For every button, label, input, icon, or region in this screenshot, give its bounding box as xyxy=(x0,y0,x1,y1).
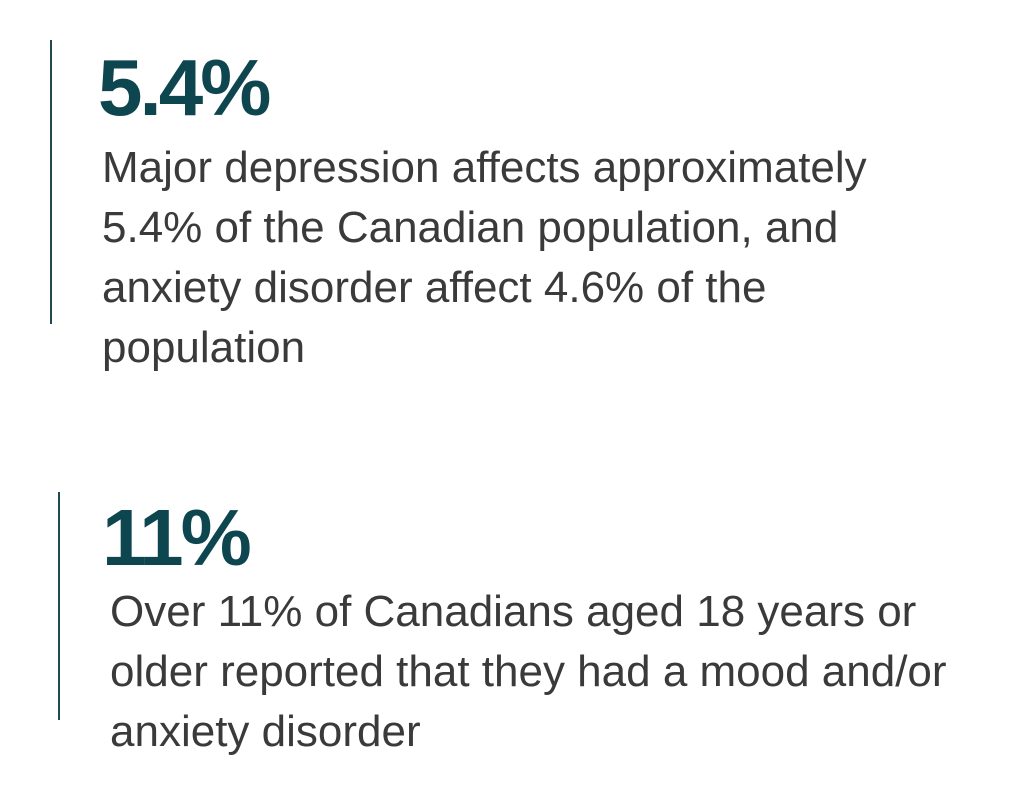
stat-value: 5.4% xyxy=(98,43,271,132)
stat-divider-line xyxy=(58,492,60,720)
stat-description: Major depression affects approximately 5… xyxy=(102,143,867,372)
stat-value: 11% xyxy=(102,493,252,582)
stat-description: Over 11% of Canadians aged 18 years or o… xyxy=(110,587,947,756)
stat-block-depression: 5.4% Major depression affects approximat… xyxy=(50,40,980,372)
stat-block-mood-anxiety: 11% Over 11% of Canadians aged 18 years … xyxy=(58,492,998,772)
stat-divider-line xyxy=(50,40,52,324)
